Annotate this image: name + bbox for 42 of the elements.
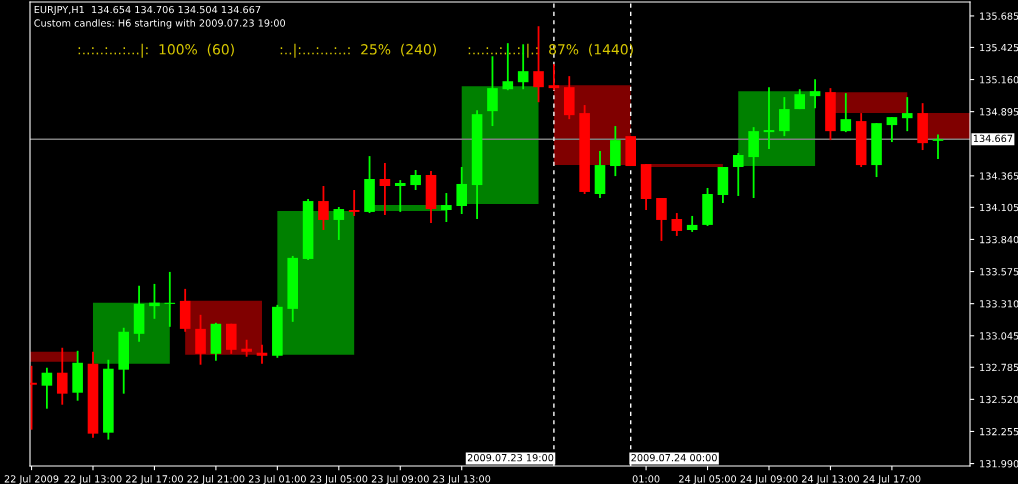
annotation: :..:..:...:...|: 100% (60): [78, 43, 234, 58]
annotation: Custom candles: H6 starting with 2009.07.23 19:00: [34, 19, 286, 29]
y-tick-label: 135.685: [980, 12, 1018, 20]
candlestick: [656, 197, 667, 242]
y-tick-label: 135.425: [980, 43, 1018, 52]
x-tick-label: 24 Jul 17:00: [863, 475, 921, 484]
candlestick: [871, 122, 882, 178]
x-tick-label: 22 Jul 2009: [4, 475, 59, 484]
candlestick: [932, 133, 944, 160]
x-tick-label: 23 Jul 05:00: [310, 475, 368, 484]
x-tick-label: 22 Jul 21:00: [187, 475, 245, 484]
y-tick-label: 132.520: [980, 395, 1018, 404]
candlestick: [702, 187, 713, 227]
y-tick-label: 133.045: [980, 332, 1018, 340]
x-tick-label: 24 Jul 05:00: [679, 475, 737, 484]
y-tick-label: 132.785: [980, 363, 1018, 372]
candlestick: [195, 313, 206, 366]
y-tick-label: 134.365: [980, 172, 1018, 180]
x-tick-label: 24 Jul 09:00: [740, 475, 798, 484]
y-tick-label: 134.895: [980, 108, 1018, 116]
ref-line-label: 134.667: [973, 134, 1013, 143]
y-tick-label: 133.575: [980, 268, 1018, 276]
candlestick: [318, 185, 329, 231]
annotation: :..|:...:...:..: 25% (240): [280, 43, 437, 58]
annotation: EURJPY,H1 134.654 134.706 134.504 134.667: [34, 5, 261, 16]
y-tick-label: 132.255: [980, 427, 1018, 436]
ref-line-label: 2009.07.24 00:00: [631, 453, 717, 462]
x-tick-label: 22 Jul 17:00: [126, 475, 183, 484]
x-tick-label: 23 Jul 01:00: [248, 475, 306, 484]
y-tick-label: 133.310: [980, 300, 1018, 308]
x-tick-label: 23 Jul 13:00: [433, 475, 491, 484]
x-tick-label: 24 Jul 13:00: [802, 475, 859, 484]
ref-line-label: 2009.07.23 19:00: [467, 453, 554, 462]
x-tick-label: 22 Jul 13:00: [64, 475, 122, 484]
y-tick-label: 131.990: [980, 460, 1018, 468]
candlestick: [825, 87, 836, 142]
y-tick-label: 133.840: [980, 235, 1018, 244]
candlestick: [364, 155, 375, 214]
x-tick-label: 01:00: [632, 475, 660, 483]
y-tick-label: 135.160: [980, 76, 1018, 84]
y-tick-label: 134.105: [980, 203, 1018, 212]
x-tick-label: 23 Jul 09:00: [371, 475, 429, 484]
